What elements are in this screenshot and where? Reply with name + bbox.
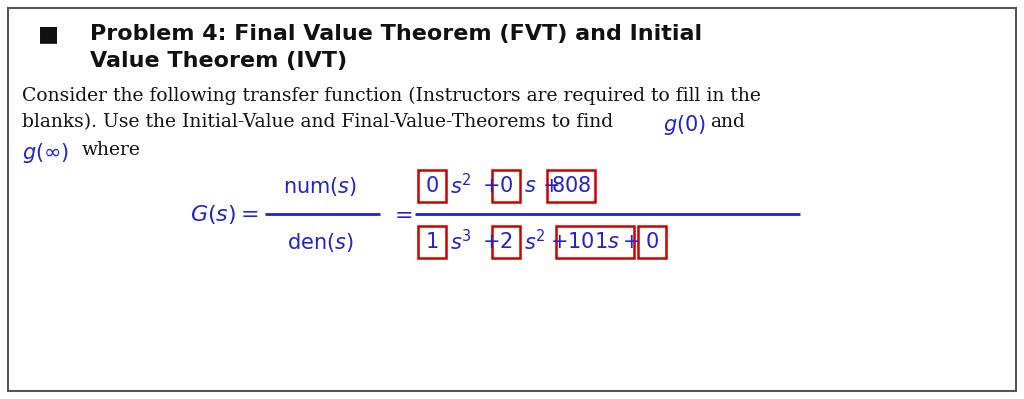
Text: $\mathrm{num}(s)$: $\mathrm{num}(s)$ [283,174,357,198]
Text: Consider the following transfer function (Instructors are required to fill in th: Consider the following transfer function… [22,87,761,105]
Bar [492,226,520,258]
Bar [556,226,634,258]
Text: $\mathrm{den}(s)$: $\mathrm{den}(s)$ [287,231,353,253]
Bar [418,170,446,202]
Bar [638,226,666,258]
Text: $g(\infty)$: $g(\infty)$ [22,141,70,165]
Text: $s$: $s$ [524,176,537,196]
Text: $s^2$: $s^2$ [450,174,472,199]
Text: $s^2$: $s^2$ [524,229,546,255]
Text: blanks). Use the Initial-Value and Final-Value-Theorems to find: blanks). Use the Initial-Value and Final… [22,113,613,131]
Text: $g(0)$: $g(0)$ [663,113,706,137]
Text: and: and [710,113,744,131]
Text: $0$: $0$ [425,176,439,196]
Text: $808$: $808$ [551,176,591,196]
Text: $s^3$: $s^3$ [450,229,472,255]
Text: $+$: $+$ [482,176,500,196]
Text: ■: ■ [38,24,59,44]
Text: $+101s+$: $+101s+$ [550,232,640,252]
Text: $2$: $2$ [500,232,513,252]
Text: $0$: $0$ [645,232,658,252]
Text: where: where [82,141,141,159]
Text: $+$: $+$ [482,233,500,251]
Text: $1$: $1$ [425,232,438,252]
Text: $+$: $+$ [542,176,559,196]
Text: $=$: $=$ [390,203,413,225]
Bar [492,170,520,202]
Bar [418,226,446,258]
Text: Value Theorem (IVT): Value Theorem (IVT) [90,51,347,71]
Bar [547,170,595,202]
Text: Problem 4: Final Value Theorem (FVT) and Initial: Problem 4: Final Value Theorem (FVT) and… [90,24,702,44]
Text: $G(s)=$: $G(s)=$ [190,203,259,225]
Text: $0$: $0$ [499,176,513,196]
